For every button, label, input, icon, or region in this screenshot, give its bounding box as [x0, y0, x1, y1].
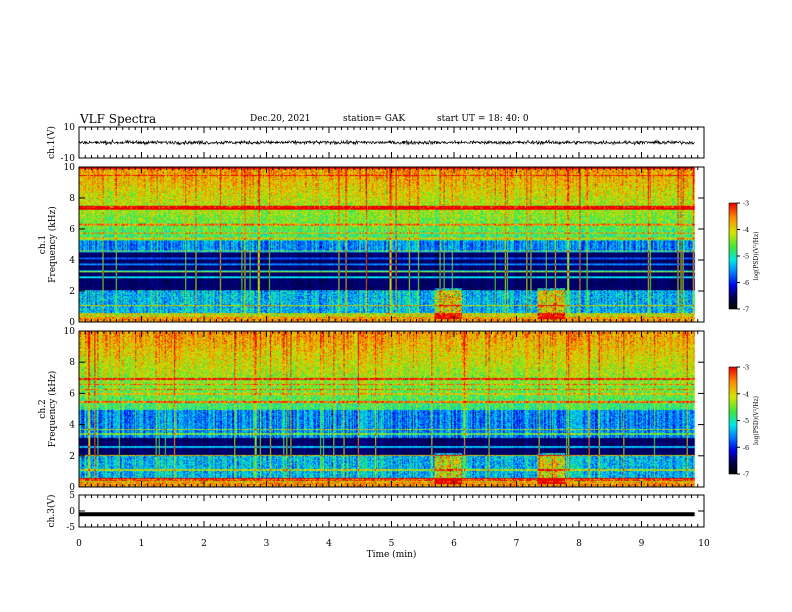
station-label: station= GAK	[343, 114, 406, 124]
colorbar-tick-label: -3	[743, 200, 749, 208]
y-tick-label: 6	[69, 389, 75, 399]
y-tick-label: 2	[69, 287, 75, 297]
y-tick-label: 0	[69, 318, 75, 328]
x-tick-label: 5	[389, 539, 395, 549]
x-tick-label: 9	[639, 539, 645, 549]
colorbar-tick-label: -7	[743, 306, 749, 314]
y-tick-label: -10	[61, 154, 76, 164]
x-tick-label: 8	[576, 539, 582, 549]
y-tick-label: 0	[69, 483, 75, 493]
x-tick-label: 2	[201, 539, 207, 549]
y-tick-label: 10	[64, 163, 76, 173]
y-tick-label: -5	[66, 523, 75, 533]
start-time-label: start UT = 18: 40: 0	[437, 114, 529, 124]
colorbar-tick-label: -5	[743, 417, 749, 425]
y-tick-label: 10	[64, 123, 76, 133]
ch1-spectrogram-image	[79, 167, 704, 322]
ch2-spectrogram-ylabel: ch.2	[38, 399, 48, 418]
y-tick-label: 0	[69, 507, 75, 517]
colorbar-label: log(PSD)(V²/Hz)	[753, 396, 760, 445]
y-tick-label: 6	[69, 225, 75, 235]
x-tick-label: 1	[139, 539, 145, 549]
x-tick-label: 10	[698, 539, 710, 549]
colorbar-tick-label: -6	[743, 279, 749, 287]
ch2-spectrogram-image	[79, 331, 704, 487]
ch1-waveform-line	[78, 138, 695, 147]
x-tick-label: 7	[514, 539, 520, 549]
y-tick-label: 4	[69, 256, 75, 266]
date-label: Dec.20, 2021	[250, 114, 311, 124]
chart-title: VLF Spectra	[80, 112, 157, 126]
y-tick-label: 8	[69, 194, 75, 204]
ch3-ylabel: ch.3(V)	[46, 495, 57, 528]
colorbar-tick-label: -5	[743, 253, 749, 261]
colorbar-tick-label: -3	[743, 364, 749, 372]
ch2-spectrogram-ylabel: Frequency (kHz)	[47, 371, 58, 448]
colorbar-tick-label: -6	[743, 444, 749, 452]
ch1-spectrogram-ylabel: ch.1	[38, 235, 48, 254]
y-tick-label: 8	[69, 358, 75, 368]
x-tick-label: 3	[264, 539, 270, 549]
colorbar-1	[728, 202, 738, 310]
x-tick-label: 4	[326, 539, 332, 549]
x-tick-label: 0	[76, 539, 82, 549]
y-tick-label: 2	[69, 452, 75, 462]
colorbar-tick-label: -4	[743, 226, 749, 234]
y-tick-label: 4	[69, 421, 75, 431]
ch1-ylabel: ch.1(V)	[46, 126, 57, 159]
colorbar-tick-label: -7	[743, 471, 749, 479]
y-tick-label: 10	[64, 327, 76, 337]
colorbar-2	[728, 366, 738, 475]
colorbar-label: log(PSD)(V²/Hz)	[753, 232, 760, 281]
ch1-spectrogram-ylabel: Frequency (kHz)	[47, 206, 58, 283]
colorbar-tick-label: -4	[743, 390, 749, 398]
x-tick-label: 6	[451, 539, 457, 549]
y-tick-label: 5	[69, 491, 75, 501]
x-axis-label: Time (min)	[367, 549, 417, 560]
